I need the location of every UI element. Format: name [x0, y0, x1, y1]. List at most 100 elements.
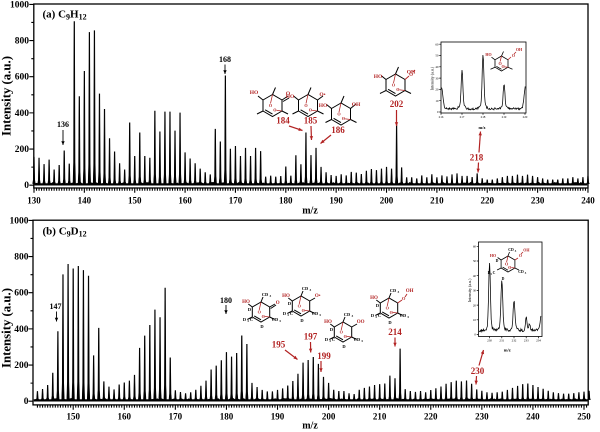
svg-text:180: 180: [279, 196, 293, 206]
svg-text:D: D: [248, 307, 252, 312]
svg-text:230: 230: [471, 366, 485, 376]
svg-text:D: D: [300, 318, 304, 323]
svg-text:HO: HO: [286, 94, 295, 100]
svg-text:D: D: [388, 320, 392, 325]
svg-text:Intensity (a.u.): Intensity (a.u.): [430, 66, 435, 90]
svg-text:150: 150: [66, 411, 80, 421]
svg-text:10: 10: [435, 99, 439, 103]
svg-text:CD: CD: [518, 270, 524, 274]
svg-text:O: O: [392, 82, 396, 87]
svg-text:O: O: [409, 73, 413, 78]
svg-text:3: 3: [279, 319, 281, 323]
svg-text:400: 400: [15, 109, 30, 119]
svg-text:3: 3: [287, 313, 289, 317]
svg-text:231: 231: [499, 339, 504, 343]
svg-text:218: 218: [481, 115, 486, 119]
svg-text:C: C: [250, 317, 253, 322]
svg-text:170: 170: [229, 196, 243, 206]
svg-text:0: 0: [24, 181, 29, 191]
svg-text:214: 214: [388, 327, 402, 337]
svg-text:CD: CD: [344, 312, 351, 317]
svg-text:136: 136: [57, 120, 69, 129]
svg-text:O: O: [519, 253, 522, 258]
svg-text:30: 30: [473, 289, 477, 293]
svg-text:220: 220: [480, 196, 494, 206]
svg-text:HO: HO: [485, 52, 491, 57]
svg-text:C: C: [378, 313, 381, 318]
svg-text:186: 186: [331, 125, 345, 135]
svg-text:m/z: m/z: [302, 206, 318, 217]
svg-text:HO: HO: [324, 320, 332, 325]
svg-text:50: 50: [473, 259, 477, 263]
svg-text:O: O: [304, 103, 308, 108]
svg-text:m/z: m/z: [504, 348, 511, 353]
svg-text:600: 600: [14, 289, 29, 299]
svg-text:3: 3: [351, 314, 353, 318]
svg-text:250: 250: [577, 411, 591, 421]
svg-text:CD: CD: [400, 313, 407, 318]
svg-text:CD: CD: [272, 317, 279, 322]
svg-text:O: O: [508, 265, 512, 270]
svg-text:O: O: [344, 334, 348, 339]
svg-text:OH: OH: [516, 47, 523, 52]
svg-text:CD: CD: [390, 288, 397, 293]
svg-text:3: 3: [319, 313, 321, 317]
svg-text:O: O: [269, 103, 273, 108]
svg-text:168: 168: [219, 55, 231, 64]
svg-text:220: 220: [523, 115, 528, 119]
svg-text:180: 180: [220, 296, 232, 305]
svg-text:230: 230: [475, 411, 489, 421]
svg-text:Intensity (a.u.): Intensity (a.u.): [467, 278, 472, 302]
svg-text:D: D: [496, 259, 499, 263]
svg-text:600: 600: [15, 73, 30, 83]
svg-text:HO: HO: [319, 103, 328, 109]
svg-text:30: 30: [435, 76, 439, 80]
svg-text:130: 130: [27, 196, 41, 206]
svg-text:Intensity (a.u.): Intensity (a.u.): [0, 288, 14, 368]
svg-text:m/z: m/z: [302, 421, 318, 432]
svg-text:200: 200: [14, 361, 29, 371]
svg-text:210: 210: [373, 411, 387, 421]
svg-text:185: 185: [304, 116, 318, 126]
svg-text:230: 230: [531, 196, 545, 206]
svg-text:O•: O•: [319, 92, 325, 98]
svg-text:O: O: [337, 111, 341, 116]
svg-text:199: 199: [317, 351, 331, 361]
svg-text:3: 3: [525, 271, 527, 275]
svg-text:195: 195: [272, 340, 286, 350]
svg-text:D: D: [330, 327, 334, 332]
svg-text:OH: OH: [406, 289, 414, 294]
svg-text:3: 3: [361, 339, 363, 343]
svg-text:O: O: [262, 314, 266, 319]
svg-text:C: C: [290, 311, 293, 316]
svg-text:D: D: [502, 277, 505, 281]
svg-text:50: 50: [435, 54, 439, 58]
svg-text:CD: CD: [354, 337, 361, 342]
svg-text:CD: CD: [262, 292, 269, 297]
svg-text:1000: 1000: [10, 216, 29, 226]
svg-text:CD: CD: [312, 311, 319, 316]
svg-text:160: 160: [118, 411, 132, 421]
svg-text:219: 219: [502, 115, 507, 119]
svg-text:230: 230: [487, 339, 492, 343]
svg-text:184: 184: [276, 116, 290, 126]
svg-text:150: 150: [128, 196, 142, 206]
svg-text:240: 240: [581, 196, 595, 206]
svg-text:40: 40: [435, 65, 439, 69]
svg-text:Intensity (a.u.): Intensity (a.u.): [0, 56, 14, 136]
svg-text:O: O: [276, 301, 280, 306]
svg-text:CD: CD: [302, 286, 309, 291]
svg-text:C: C: [332, 337, 335, 342]
svg-text:210: 210: [430, 196, 444, 206]
svg-text:D: D: [342, 344, 346, 349]
svg-text:0: 0: [24, 397, 29, 407]
svg-text:40: 40: [473, 274, 477, 278]
svg-text:180: 180: [220, 411, 234, 421]
svg-text:O•: O•: [315, 294, 321, 299]
svg-text:232: 232: [512, 339, 517, 343]
svg-text:O: O: [286, 91, 291, 97]
svg-text:O: O: [340, 329, 344, 334]
svg-text:1000: 1000: [10, 0, 29, 10]
svg-text:0: 0: [437, 110, 439, 114]
svg-text:20: 20: [473, 303, 477, 307]
